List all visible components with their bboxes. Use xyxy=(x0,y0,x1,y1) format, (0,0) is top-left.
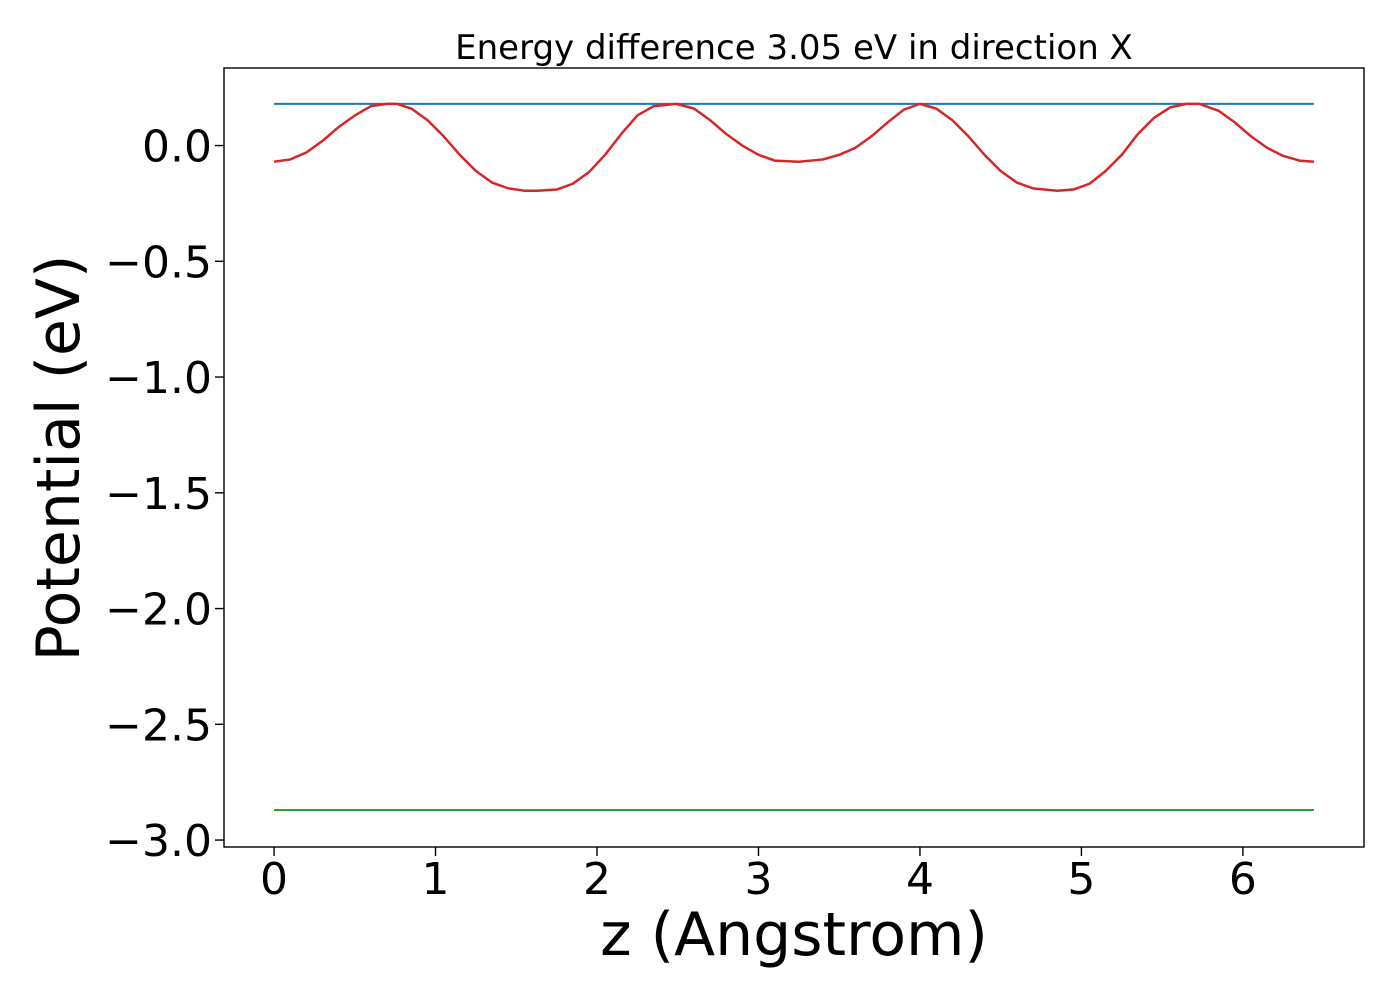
y-axis-label: Potential (eV) xyxy=(24,255,94,662)
x-axis-ticks: 0 1 2 3 4 5 6 xyxy=(260,847,1257,905)
y-tick-label: −1.5 xyxy=(105,469,212,520)
y-axis-ticks: 0.0 −0.5 −1.0 −1.5 −2.0 −2.5 −3.0 xyxy=(105,122,224,867)
x-tick-label: 3 xyxy=(744,854,772,905)
x-tick-label: 4 xyxy=(906,854,934,905)
x-tick-label: 6 xyxy=(1229,854,1257,905)
y-tick-label: −3.0 xyxy=(105,816,212,867)
y-tick-label: −2.5 xyxy=(105,700,212,751)
x-axis-label: z (Angstrom) xyxy=(600,900,988,970)
x-tick-label: 5 xyxy=(1067,854,1095,905)
series-layer xyxy=(273,102,1315,811)
y-tick-label: −2.0 xyxy=(105,585,212,636)
series-line-3 xyxy=(273,102,1315,192)
plot-area xyxy=(224,68,1364,847)
x-tick-label: 2 xyxy=(583,854,611,905)
y-tick-label: 0.0 xyxy=(142,122,212,173)
y-tick-label: −0.5 xyxy=(105,237,212,288)
x-tick-label: 0 xyxy=(260,854,288,905)
plot-frame xyxy=(223,67,1365,848)
y-tick-label: −1.0 xyxy=(105,353,212,404)
x-tick-label: 1 xyxy=(422,854,450,905)
chart-title: Energy difference 3.05 eV in direction X xyxy=(455,28,1133,68)
